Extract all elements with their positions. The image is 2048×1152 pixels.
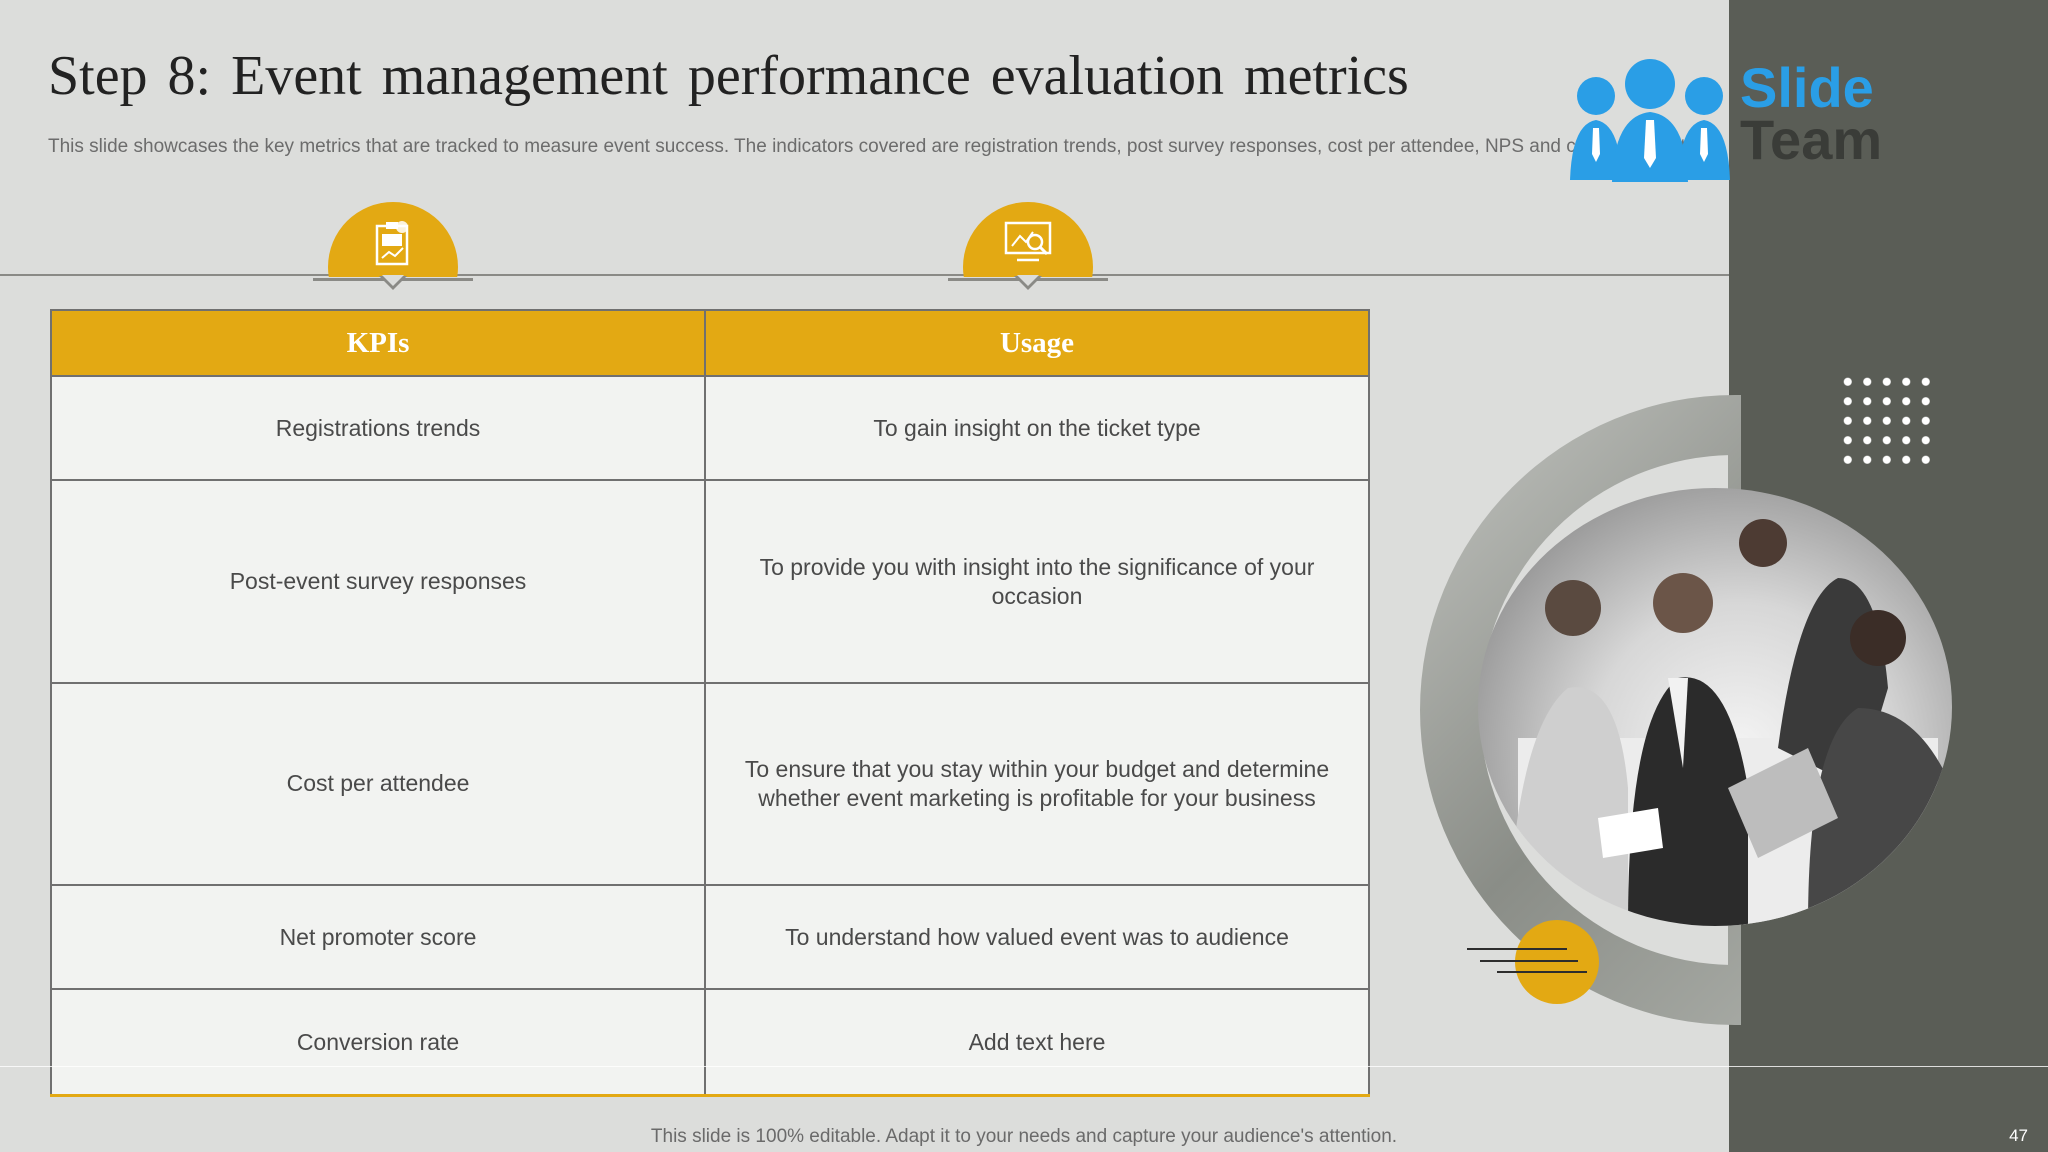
table-row: Cost per attendee To ensure that you sta… bbox=[50, 681, 1370, 886]
usage-cell: To understand how valued event was to au… bbox=[704, 883, 1370, 991]
slide-subtitle: This slide showcases the key metrics tha… bbox=[48, 136, 1702, 157]
logo-text-team: Team bbox=[1740, 108, 1883, 171]
usage-cell: Add text here bbox=[704, 988, 1370, 1098]
kpi-cell: Registrations trends bbox=[50, 374, 706, 482]
decorative-yellow-circle bbox=[1515, 920, 1599, 1004]
slide-title: Step 8: Event management performance eva… bbox=[48, 45, 1409, 107]
page-number: 47 bbox=[2009, 1126, 2028, 1145]
header-usage: Usage bbox=[704, 309, 1370, 377]
table-header-row: KPIs Usage bbox=[50, 309, 1370, 377]
slide-team-logo: Slide Team bbox=[1570, 58, 1890, 188]
usage-badge-pointer bbox=[1014, 275, 1042, 290]
meeting-illustration bbox=[1508, 519, 1952, 926]
kpi-cell: Conversion rate bbox=[50, 988, 706, 1098]
kpi-cell: Net promoter score bbox=[50, 883, 706, 991]
table-row: Registrations trends To gain insight on … bbox=[50, 374, 1370, 482]
team-people-icon bbox=[1570, 59, 1730, 182]
decorative-dot-grid bbox=[1838, 372, 1938, 472]
kpi-table: KPIs Usage Registrations trends To gain … bbox=[50, 309, 1370, 1098]
usage-cell: To ensure that you stay within your budg… bbox=[704, 681, 1370, 886]
kpi-badge-pointer bbox=[379, 275, 407, 290]
decorative-line bbox=[1480, 960, 1578, 962]
clipboard-chart-icon bbox=[375, 221, 409, 266]
usage-cell: To gain insight on the ticket type bbox=[704, 374, 1370, 482]
team-meeting-photo bbox=[1478, 488, 1952, 926]
header-kpis: KPIs bbox=[50, 309, 706, 377]
kpi-cell: Post-event survey responses bbox=[50, 479, 706, 684]
presentation-analysis-icon bbox=[1004, 221, 1052, 262]
kpi-cell: Cost per attendee bbox=[50, 681, 706, 886]
footer-note: This slide is 100% editable. Adapt it to… bbox=[650, 1126, 1398, 1147]
table-row: Net promoter score To understand how val… bbox=[50, 883, 1370, 991]
decorative-line bbox=[1497, 971, 1587, 973]
logo-text-slide: Slide bbox=[1740, 56, 1874, 119]
footer-divider-line bbox=[0, 1066, 2048, 1067]
table-row: Conversion rate Add text here bbox=[50, 988, 1370, 1098]
decorative-line bbox=[1467, 948, 1567, 950]
usage-badge bbox=[963, 202, 1093, 278]
kpi-badge bbox=[328, 202, 458, 278]
header-divider-line bbox=[0, 274, 1729, 276]
table-row: Post-event survey responses To provide y… bbox=[50, 479, 1370, 684]
usage-cell: To provide you with insight into the sig… bbox=[704, 479, 1370, 684]
